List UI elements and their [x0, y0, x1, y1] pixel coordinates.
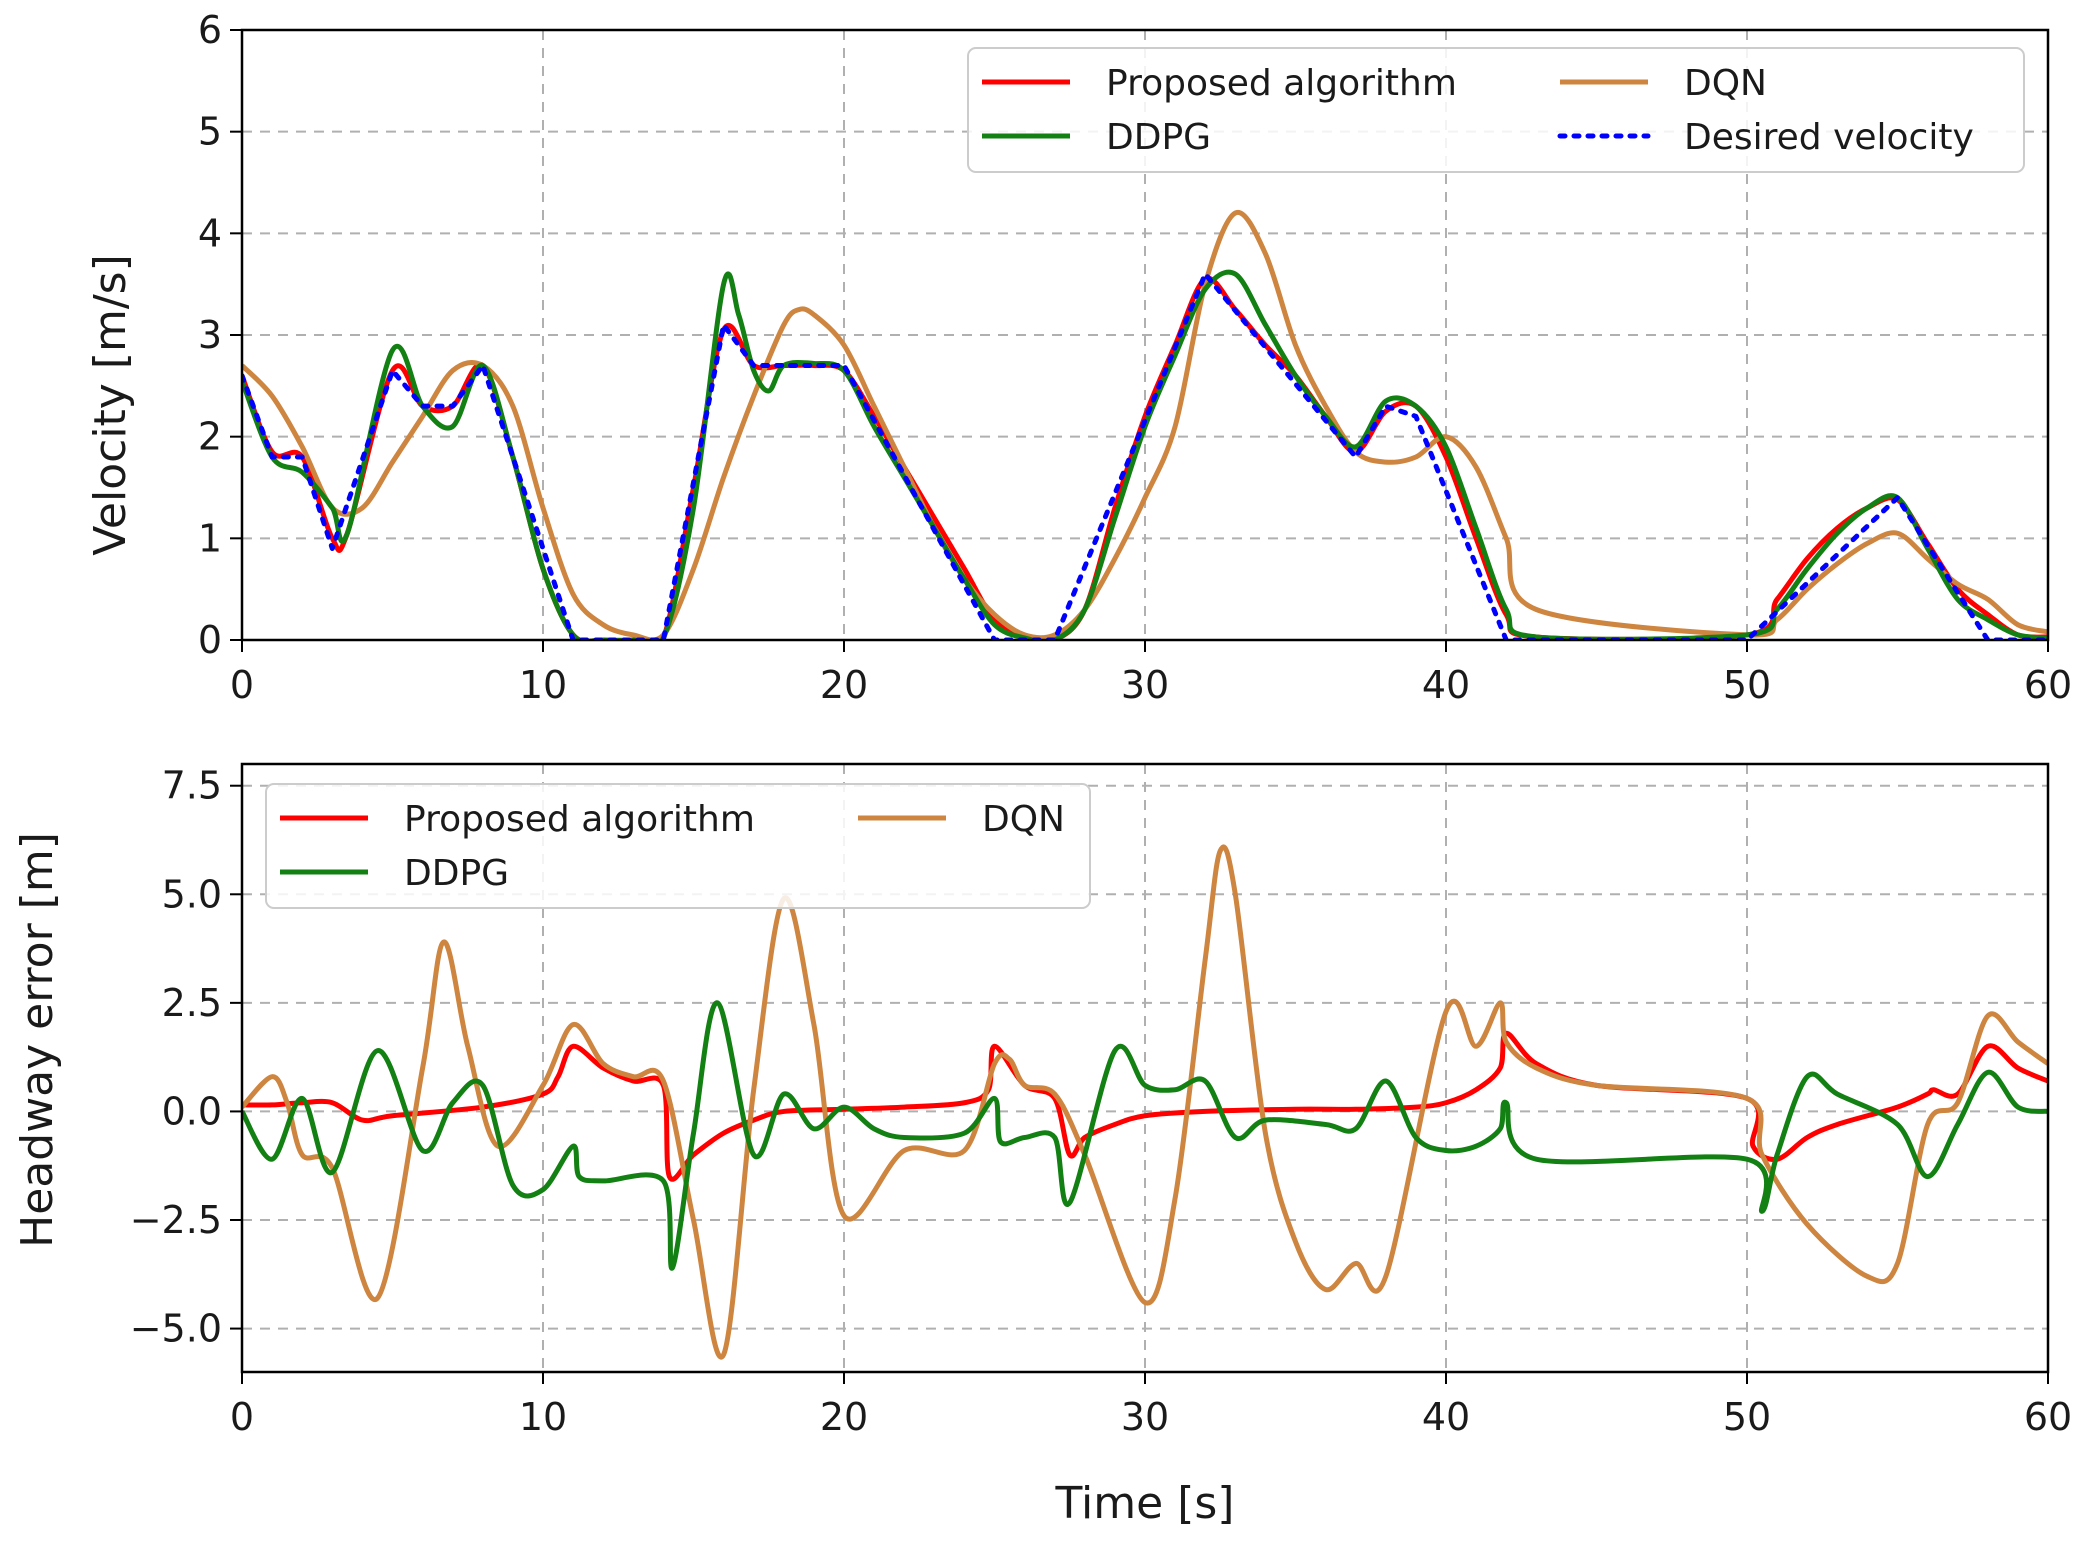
- x-tick-label: 0: [230, 663, 254, 707]
- x-tick-label: 20: [820, 1395, 868, 1439]
- y-tick-label: 2.5: [162, 981, 222, 1025]
- series-line-desired-velocity: [242, 271, 2048, 640]
- x-tick-label: 50: [1723, 663, 1771, 707]
- headway-grid: [242, 764, 2048, 1372]
- axes-frame: [240, 762, 2050, 1374]
- velocity-lines: [242, 210, 2048, 640]
- legend-label: Proposed algorithm: [1106, 63, 1457, 104]
- x-tick-label: 10: [519, 663, 567, 707]
- series-line-ddpg: [242, 1000, 2048, 1271]
- y-tick-label: −5.0: [130, 1307, 222, 1351]
- y-tick-label: 5: [198, 110, 222, 154]
- x-tick-label: 20: [820, 663, 868, 707]
- x-tick-label: 60: [2024, 1395, 2072, 1439]
- y-tick-label: 2: [198, 415, 222, 459]
- x-tick-label: 0: [230, 1395, 254, 1439]
- series-line-dqn: [242, 844, 2048, 1360]
- y-tick-label: 4: [198, 211, 222, 255]
- legend-box: [967, 47, 2025, 173]
- velocity-ticks: 0 10 20 30 40 50 60 0 1 2 3 4 5 6: [198, 8, 2072, 707]
- legend-label: DQN: [1684, 63, 1767, 104]
- y-tick-label: 0: [198, 618, 222, 662]
- legend-label: DDPG: [1106, 117, 1211, 158]
- x-tick-label: 30: [1121, 663, 1169, 707]
- velocity-axes: 0 10 20 30 40 50 60 0 1 2 3 4 5 6 Proposed algorithm D…: [85, 8, 2072, 707]
- x-tick-label: 40: [1422, 663, 1470, 707]
- y-tick-label: 3: [198, 313, 222, 357]
- y-tick-label: −2.5: [130, 1198, 222, 1242]
- y-tick-label: 1: [198, 516, 222, 560]
- headway-ticks: 0 10 20 30 40 50 60 7.5 5.0 2.5 0.0 −2.5 −5.0: [130, 762, 2072, 1439]
- x-tick-label: 30: [1121, 1395, 1169, 1439]
- legend-label: Desired velocity: [1684, 117, 1974, 158]
- y-tick-label: 5.0: [162, 872, 222, 916]
- time-xlabel: Time [s]: [1055, 1478, 1235, 1529]
- series-line-proposed-algorithm: [242, 1030, 2048, 1182]
- axes-frame: [240, 28, 2050, 642]
- x-tick-label: 10: [519, 1395, 567, 1439]
- legend-label: Proposed algorithm: [404, 799, 755, 840]
- headway-lines: [242, 844, 2048, 1360]
- legend-label: DQN: [982, 799, 1065, 840]
- velocity-ylabel: Velocity [m/s]: [85, 254, 136, 556]
- x-tick-label: 50: [1723, 1395, 1771, 1439]
- series-line-dqn: [242, 210, 2048, 640]
- y-tick-label: 7.5: [162, 764, 222, 808]
- y-tick-label: 6: [198, 8, 222, 52]
- x-tick-label: 40: [1422, 1395, 1470, 1439]
- headway-legend: Proposed algorithm DQN DDPG: [265, 783, 1091, 909]
- x-tick-label: 60: [2024, 663, 2072, 707]
- legend-box: [265, 783, 1091, 909]
- headway-axes: 0 10 20 30 40 50 60 7.5 5.0 2.5 0.0 −2.5 −5.0 Propos…: [12, 762, 2072, 1529]
- y-tick-label: 0.0: [162, 1089, 222, 1133]
- velocity-legend: Proposed algorithm DQN DDPG Desired velocit…: [967, 47, 2025, 173]
- headway-ylabel: Headway error [m]: [12, 832, 63, 1248]
- legend-label: DDPG: [404, 853, 509, 894]
